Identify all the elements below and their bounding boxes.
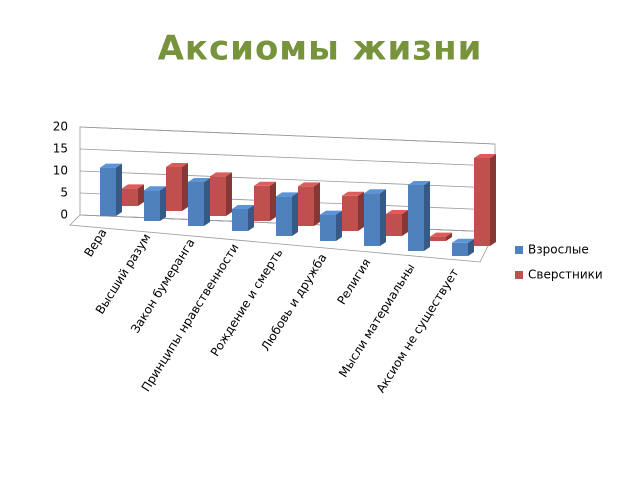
bar-front (474, 158, 490, 246)
bar (364, 189, 386, 246)
bar-top (474, 154, 496, 158)
y-tick-label: 15 (53, 142, 68, 156)
bar-front (298, 186, 314, 226)
bar-side (226, 172, 232, 216)
bar-top (210, 172, 232, 177)
bar-top (254, 181, 276, 186)
bar (408, 181, 430, 251)
bar-side (490, 154, 496, 246)
bar-front (210, 176, 226, 216)
bar-top (100, 163, 122, 168)
legend-label: Взрослые (528, 243, 589, 257)
bar-front (430, 236, 446, 241)
bar-side (424, 181, 430, 251)
bar (430, 232, 452, 241)
bar (254, 181, 276, 221)
bar-side (292, 192, 298, 236)
bar (298, 182, 320, 226)
bar-top (364, 189, 386, 194)
bar-front (144, 190, 160, 221)
bar-front (100, 167, 116, 216)
bar-top (320, 210, 342, 215)
x-tick-label: Принципы нравственности (139, 241, 242, 394)
bar (452, 238, 474, 256)
bar-front (188, 182, 204, 226)
y-tick-label: 0 (60, 208, 68, 222)
legend-label: Сверстники (528, 268, 603, 282)
bar-side (160, 186, 166, 221)
bar-top (298, 182, 320, 187)
bar (210, 172, 232, 216)
bar (166, 163, 188, 211)
bar-side (468, 238, 474, 256)
bar-side (358, 191, 364, 231)
bar-front (452, 242, 468, 256)
bar-side (270, 181, 276, 221)
bar-top (386, 210, 408, 214)
bar-top (452, 238, 474, 243)
legend-swatch (515, 246, 523, 254)
y-tick-label: 10 (53, 164, 68, 178)
bar (122, 184, 144, 206)
bar (144, 186, 166, 221)
bar-top (232, 205, 254, 209)
bar-front (276, 196, 292, 236)
bar-side (314, 182, 320, 226)
bar-top (276, 192, 298, 197)
y-tick-label: 5 (60, 186, 68, 200)
bar-side (204, 178, 210, 226)
bar-side (336, 210, 342, 241)
x-tick-label: Вера (81, 226, 109, 259)
bar-front (232, 209, 248, 231)
bar (474, 154, 496, 246)
y-tick-label: 20 (53, 120, 68, 134)
bar (276, 192, 298, 236)
bar (232, 205, 254, 231)
bar (100, 163, 122, 216)
bar-front (320, 214, 336, 241)
x-tick-label: Аксиом не существует (374, 266, 462, 395)
bar-side (182, 163, 188, 211)
bar-front (386, 214, 402, 236)
bar-front (364, 193, 380, 246)
bar (386, 210, 408, 236)
legend-swatch (515, 271, 523, 279)
bar-front (408, 185, 424, 251)
bar-top (430, 232, 452, 237)
bar-front (122, 188, 138, 206)
bar-top (188, 178, 210, 182)
bar-top (144, 186, 166, 191)
bar-front (254, 185, 270, 221)
chart-title: Аксиомы жизни (158, 29, 483, 69)
grid-line (79, 126, 496, 145)
bar-side (248, 205, 254, 231)
bar-top (408, 181, 430, 185)
bar-side (402, 210, 408, 236)
bar (320, 210, 342, 241)
grid-line (79, 148, 496, 167)
bar-side (138, 184, 144, 206)
bar-top (166, 163, 188, 167)
bar (342, 191, 364, 231)
bar-side (116, 163, 122, 216)
bar-front (342, 195, 358, 231)
bar-top (342, 191, 364, 196)
x-tick-label: Религия (334, 256, 373, 307)
bar-side (380, 189, 386, 246)
bar-front (166, 167, 182, 211)
bar-side (446, 232, 452, 241)
bar (188, 178, 210, 226)
bar-top (122, 184, 144, 189)
